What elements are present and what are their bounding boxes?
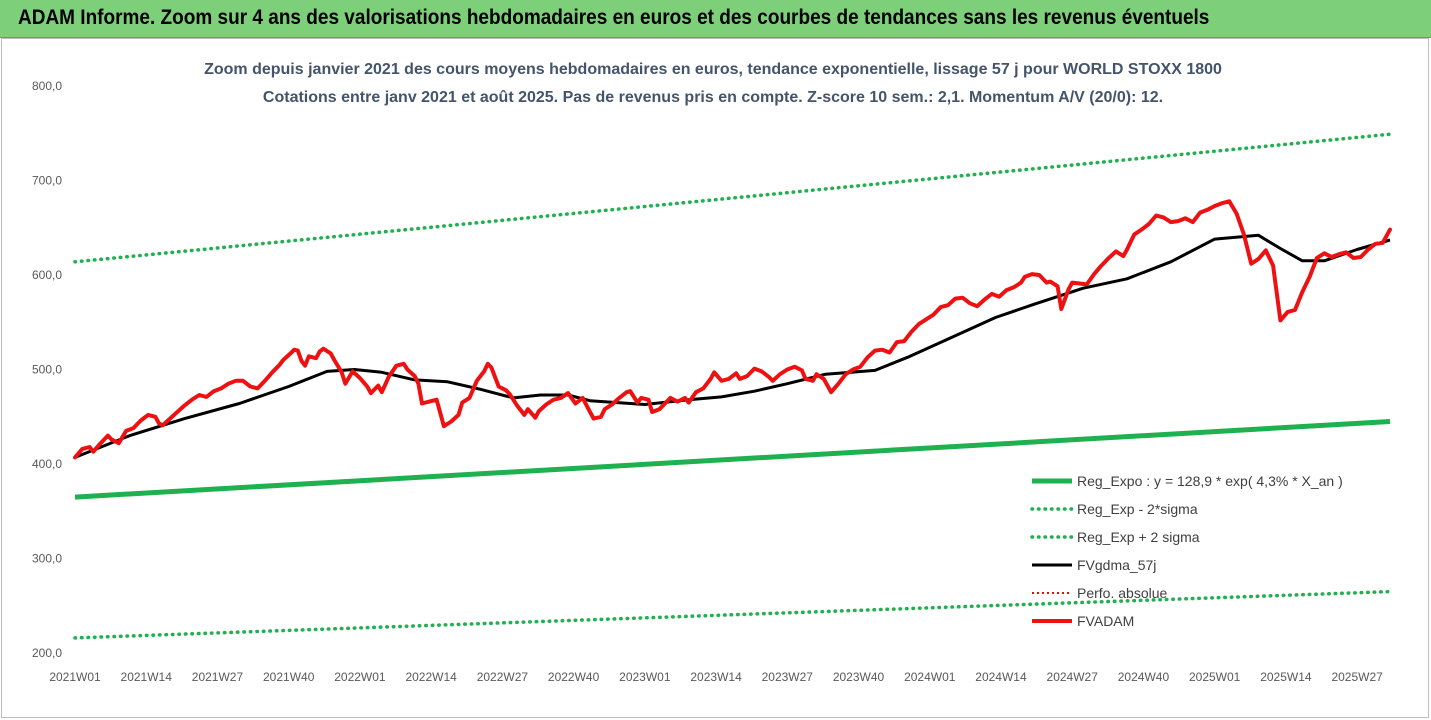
- x-tick-label: 2024W14: [975, 670, 1027, 684]
- x-tick-label: 2023W40: [833, 670, 885, 684]
- x-tick-label: 2021W40: [263, 670, 315, 684]
- x-tick-label: 2024W01: [904, 670, 956, 684]
- chart-title: Zoom depuis janvier 2021 des cours moyen…: [204, 61, 1222, 78]
- legend-label-reg-expo-y-128-9-exp-4-3-x-an: Reg_Expo : y = 128,9 * exp( 4,3% * X_an …: [1077, 473, 1343, 489]
- x-tick-label: 2021W27: [192, 670, 244, 684]
- x-tick-label: 2023W14: [690, 670, 742, 684]
- x-tick-label: 2022W14: [405, 670, 457, 684]
- y-tick-label: 300,0: [32, 552, 62, 566]
- fvadam-line: [73, 199, 1392, 460]
- x-axis: 2021W01 2021W14 2021W27 2021W40 2022W01 2022W…: [49, 670, 1383, 684]
- reg-plus-2sigma-line: [73, 132, 1392, 264]
- legend-label-fvadam: FVADAM: [1077, 613, 1134, 629]
- y-tick-label: 200,0: [32, 646, 62, 660]
- report-title: ADAM Informe. Zoom sur 4 ans des valoris…: [18, 6, 1210, 29]
- y-tick-label: 600,0: [32, 268, 62, 282]
- x-tick-label: 2022W01: [334, 670, 386, 684]
- y-tick-label: 800,0: [32, 79, 62, 93]
- legend-label-reg-exp-2-sigma: Reg_Exp - 2*sigma: [1077, 501, 1198, 517]
- x-tick-label: 2023W01: [619, 670, 671, 684]
- x-tick-label: 2024W27: [1047, 670, 1099, 684]
- x-tick-label: 2023W27: [762, 670, 814, 684]
- legend: Reg_Expo : y = 128,9 * exp( 4,3% * X_an …: [1030, 473, 1343, 629]
- y-axis: 200,0 300,0 400,0 500,0 600,0 700,0 800,0: [32, 79, 62, 660]
- x-tick-label: 2021W01: [49, 670, 101, 684]
- x-tick-label: 2021W14: [121, 670, 173, 684]
- y-tick-label: 700,0: [32, 174, 62, 188]
- reg-minus-2sigma-line: [73, 589, 1392, 640]
- series-layer: [73, 132, 1392, 640]
- x-tick-label: 2025W14: [1260, 670, 1312, 684]
- y-tick-label: 400,0: [32, 457, 62, 471]
- fvgdma-57j-line: [74, 233, 1391, 459]
- reg-expo-line: [74, 419, 1391, 500]
- y-tick-label: 500,0: [32, 363, 62, 377]
- chart-subtitle: Cotations entre janv 2021 et août 2025. …: [263, 89, 1163, 106]
- x-tick-label: 2024W40: [1118, 670, 1170, 684]
- x-tick-label: 2025W27: [1331, 670, 1383, 684]
- x-tick-label: 2025W01: [1189, 670, 1241, 684]
- x-tick-label: 2022W27: [477, 670, 529, 684]
- legend-label-perfo-absolue: Perfo. absolue: [1077, 585, 1167, 601]
- legend-label-reg-exp-2-sigma: Reg_Exp + 2 sigma: [1077, 529, 1200, 545]
- legend-label-fvgdma-57j: FVgdma_57j: [1077, 557, 1156, 573]
- chart-frame: [1, 38, 1429, 718]
- x-tick-label: 2022W40: [548, 670, 600, 684]
- report-banner: ADAM Informe. Zoom sur 4 ans des valoris…: [0, 0, 1431, 38]
